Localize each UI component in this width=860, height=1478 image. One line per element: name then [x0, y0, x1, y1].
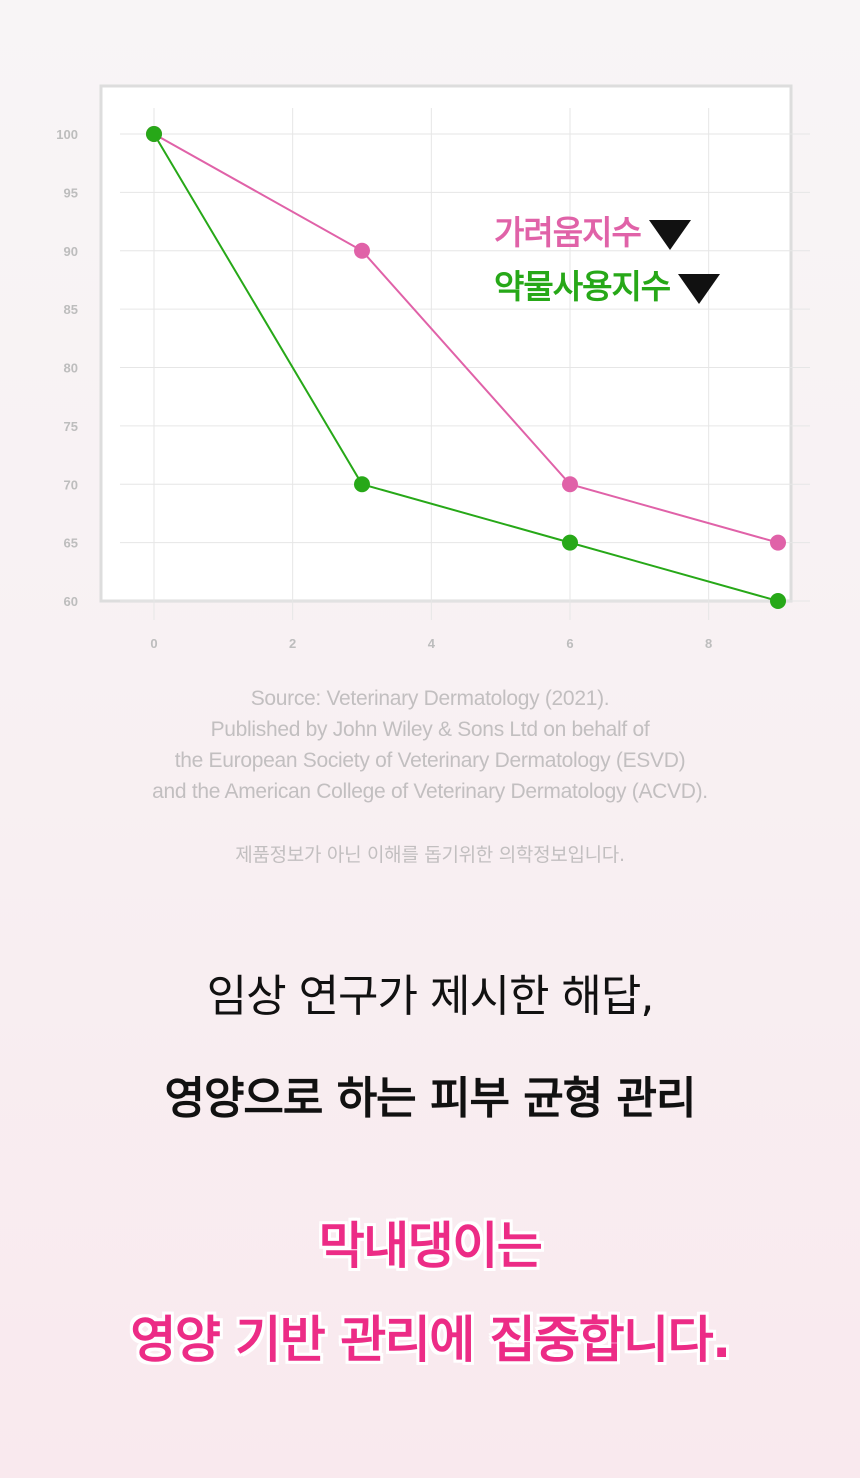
source-line: the European Society of Veterinary Derma… [174, 749, 686, 772]
y-tick-label: 65 [64, 536, 78, 551]
data-point-0 [562, 476, 578, 493]
highlight-line-1: 막내댕이는 [318, 1217, 543, 1275]
x-tick-label: 0 [150, 636, 157, 651]
headline-line-1: 임상 연구가 제시한 해답, [206, 971, 655, 1022]
data-point-1 [770, 593, 786, 609]
x-tick-label: 2 [289, 636, 296, 651]
y-tick-label: 100 [56, 127, 78, 142]
y-tick-label: 80 [64, 361, 78, 376]
data-point-0 [770, 534, 786, 551]
headline-line-2: 영양으로 하는 피부 균형 관리 [164, 1073, 696, 1124]
x-tick-label: 4 [428, 636, 436, 651]
legend-itch-index: 가려움지수 [494, 206, 691, 254]
y-tick-label: 70 [64, 477, 78, 492]
data-point-1 [146, 126, 162, 142]
source-line: Source: Veterinary Dermatology (2021). [250, 687, 610, 710]
source-line: and the American College of Veterinary D… [152, 780, 708, 803]
plot-area [99, 84, 793, 603]
y-tick-label: 95 [64, 185, 78, 200]
data-point-0 [354, 242, 370, 259]
highlight-line-2: 영양 기반 관리에 집중합니다. [130, 1311, 731, 1369]
x-tick-label: 8 [705, 636, 712, 651]
disclaimer: 제품정보가 아닌 이해를 돕기위한 의학정보입니다. [235, 844, 625, 866]
data-point-1 [354, 476, 370, 493]
y-tick-label: 90 [64, 244, 78, 259]
legend-medication-index: 약물사용지수 [494, 260, 721, 308]
legend-label: 가려움지수 [494, 213, 642, 252]
down-triangle-icon [648, 219, 691, 250]
data-point-1 [562, 534, 578, 551]
y-tick-label: 60 [64, 594, 78, 609]
series-line-0 [153, 133, 779, 544]
series-line-1 [153, 133, 779, 602]
line-chart: 60 65 70 75 80 85 90 95 100 0 2 4 6 8 [56, 84, 810, 651]
legend-label: 약물사용지수 [494, 267, 671, 306]
x-tick-label: 6 [566, 636, 573, 651]
y-tick-label: 75 [64, 419, 78, 434]
chart: 60 65 70 75 80 85 90 95 100 0 2 4 6 8 가려움지수 약물사용지수 [0, 0, 860, 670]
down-triangle-icon [678, 273, 721, 304]
source-line: Published by John Wiley & Sons Ltd on be… [210, 718, 650, 741]
source-citation: Source: Veterinary Dermatology (2021). P… [0, 683, 860, 807]
y-tick-label: 85 [64, 302, 78, 317]
